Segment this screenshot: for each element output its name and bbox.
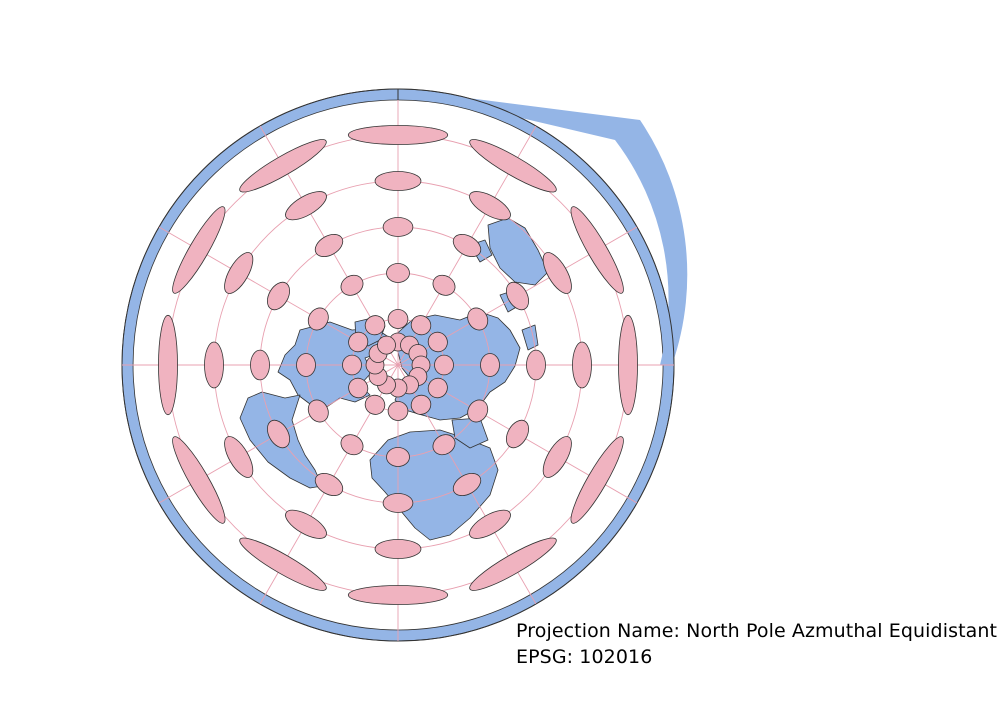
tissot-ellipse [158, 314, 178, 416]
tissot-ellipse [452, 473, 482, 496]
tissot-ellipse [387, 401, 409, 421]
tissot-ellipse [570, 206, 624, 294]
tissot-ellipse [386, 263, 410, 283]
tissot-ellipse [250, 349, 270, 381]
tissot-ellipse [480, 353, 500, 377]
tissot-ellipse [382, 217, 414, 237]
tissot-ellipse [267, 281, 290, 311]
tissot-ellipse [542, 252, 572, 294]
tissot-ellipse [374, 539, 422, 559]
tissot-ellipse [239, 537, 327, 591]
tissot-ellipse [542, 436, 572, 478]
tissot-ellipse [340, 434, 364, 456]
tissot-ellipse [387, 309, 409, 329]
tissot-ellipse [224, 252, 254, 294]
tissot-ellipse [204, 341, 224, 389]
tissot-ellipse [307, 307, 329, 331]
tissot-ellipse [348, 377, 369, 399]
tissot-ellipse [267, 419, 290, 449]
tissot-ellipse [342, 354, 362, 376]
projection-name-caption: Projection Name: North Pole Azmuthal Equ… [516, 620, 998, 642]
tissot-ellipse [469, 191, 511, 221]
tissot-ellipse [374, 171, 422, 191]
tissot-ellipse [618, 314, 638, 416]
tissot-ellipse [364, 315, 386, 336]
tissot-ellipse [469, 537, 557, 591]
tissot-ellipse [452, 234, 482, 257]
tissot-ellipse [348, 331, 369, 353]
australia [487, 217, 549, 286]
tissot-ellipse [467, 307, 489, 331]
tissot-ellipse [307, 399, 329, 423]
tissot-ellipse [239, 139, 327, 193]
tissot-ellipse [296, 353, 316, 377]
tissot-ellipse [314, 473, 344, 496]
tissot-ellipse [526, 349, 546, 381]
tissot-ellipse [386, 447, 410, 467]
tissot-ellipse [469, 509, 511, 539]
tissot-ellipse [432, 274, 456, 296]
tissot-ellipse [224, 436, 254, 478]
tissot-indicatrix-group [158, 125, 638, 605]
tissot-ellipse [427, 377, 448, 399]
tissot-ellipse [172, 206, 226, 294]
tissot-ellipse [285, 191, 327, 221]
tissot-ellipse [434, 354, 454, 376]
tissot-ellipse [347, 585, 449, 605]
tissot-ellipse [364, 394, 386, 415]
epsg-caption: EPSG: 102016 [516, 646, 653, 668]
tissot-ellipse [410, 394, 432, 415]
tissot-ellipse [377, 335, 396, 355]
tissot-ellipse [382, 493, 414, 513]
tissot-ellipse [570, 436, 624, 524]
tissot-ellipse [506, 281, 529, 311]
tissot-ellipse [285, 509, 327, 539]
tissot-ellipse [410, 315, 432, 336]
tissot-ellipse [314, 234, 344, 257]
tissot-ellipse [172, 436, 226, 524]
tissot-ellipse [347, 125, 449, 145]
tissot-ellipse [469, 139, 557, 193]
tissot-ellipse [572, 341, 592, 389]
tissot-ellipse [467, 399, 489, 423]
tissot-ellipse [427, 331, 448, 353]
tissot-ellipse [506, 419, 529, 449]
tissot-ellipse [340, 274, 364, 296]
tissot-ellipse [432, 434, 456, 456]
